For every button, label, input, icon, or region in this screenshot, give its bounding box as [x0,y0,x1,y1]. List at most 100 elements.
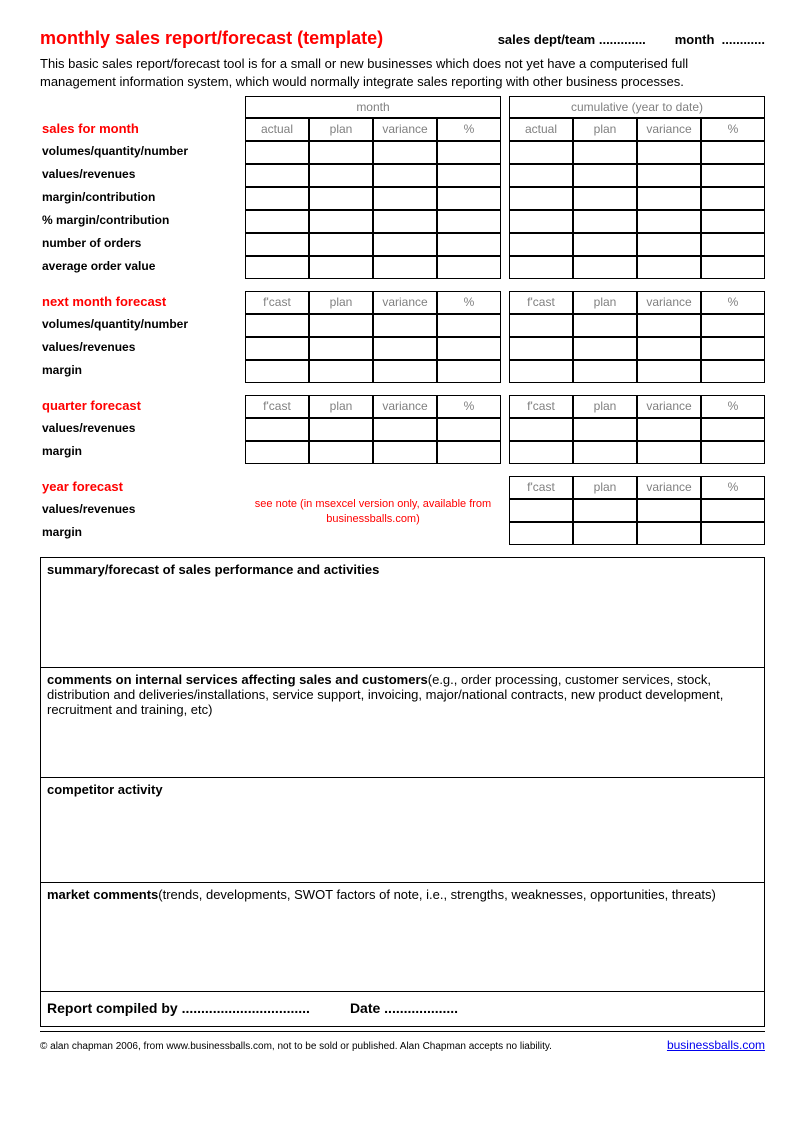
data-cell[interactable] [437,210,501,233]
data-cell[interactable] [509,314,573,337]
data-cell[interactable] [373,141,437,164]
data-cell[interactable] [437,256,501,279]
data-cell[interactable] [509,187,573,210]
data-cell[interactable] [573,233,637,256]
data-cell[interactable] [309,360,373,383]
data-cell[interactable] [437,441,501,464]
data-cell[interactable] [437,418,501,441]
data-cell[interactable] [509,418,573,441]
data-cell[interactable] [701,233,765,256]
data-cell[interactable] [245,141,309,164]
data-cell[interactable] [573,164,637,187]
data-cell[interactable] [637,499,701,522]
data-cell[interactable] [437,360,501,383]
data-cell[interactable] [373,441,437,464]
data-cell[interactable] [245,360,309,383]
data-cell[interactable] [701,418,765,441]
data-cell[interactable] [573,499,637,522]
data-cell[interactable] [245,314,309,337]
data-cell[interactable] [437,314,501,337]
summary-box[interactable]: summary/forecast of sales performance an… [40,557,765,667]
data-cell[interactable] [701,141,765,164]
data-cell[interactable] [573,314,637,337]
data-cell[interactable] [437,337,501,360]
data-cell[interactable] [309,187,373,210]
data-cell[interactable] [701,360,765,383]
data-cell[interactable] [245,210,309,233]
data-cell[interactable] [373,360,437,383]
data-cell[interactable] [573,441,637,464]
data-cell[interactable] [373,187,437,210]
data-cell[interactable] [509,256,573,279]
data-cell[interactable] [309,256,373,279]
data-cell[interactable] [701,256,765,279]
data-cell[interactable] [309,418,373,441]
data-cell[interactable] [573,418,637,441]
data-cell[interactable] [509,499,573,522]
data-cell[interactable] [637,337,701,360]
data-cell[interactable] [573,141,637,164]
data-cell[interactable] [373,233,437,256]
data-cell[interactable] [637,164,701,187]
data-cell[interactable] [701,187,765,210]
data-cell[interactable] [373,256,437,279]
competitor-box[interactable]: competitor activity [40,777,765,882]
data-cell[interactable] [309,441,373,464]
data-cell[interactable] [701,337,765,360]
data-cell[interactable] [637,256,701,279]
data-cell[interactable] [509,522,573,545]
data-cell[interactable] [573,522,637,545]
data-cell[interactable] [309,233,373,256]
data-cell[interactable] [573,337,637,360]
market-box[interactable]: market comments(trends, developments, SW… [40,882,765,992]
data-cell[interactable] [373,210,437,233]
data-cell[interactable] [509,441,573,464]
data-cell[interactable] [637,141,701,164]
data-cell[interactable] [637,418,701,441]
data-cell[interactable] [637,314,701,337]
data-cell[interactable] [637,360,701,383]
data-cell[interactable] [573,210,637,233]
data-cell[interactable] [701,164,765,187]
data-cell[interactable] [573,256,637,279]
data-cell[interactable] [245,441,309,464]
data-cell[interactable] [637,233,701,256]
footer-link[interactable]: businessballs.com [667,1038,765,1052]
data-cell[interactable] [637,522,701,545]
data-cell[interactable] [437,233,501,256]
data-cell[interactable] [509,360,573,383]
data-cell[interactable] [373,164,437,187]
data-cell[interactable] [509,164,573,187]
data-cell[interactable] [437,141,501,164]
data-cell[interactable] [701,314,765,337]
internal-comments-box[interactable]: comments on internal services affecting … [40,667,765,777]
data-cell[interactable] [637,441,701,464]
data-cell[interactable] [309,337,373,360]
data-cell[interactable] [637,210,701,233]
data-cell[interactable] [637,187,701,210]
data-cell[interactable] [245,418,309,441]
data-cell[interactable] [245,337,309,360]
data-cell[interactable] [437,187,501,210]
data-cell[interactable] [509,337,573,360]
data-cell[interactable] [573,187,637,210]
data-cell[interactable] [701,210,765,233]
data-cell[interactable] [309,141,373,164]
data-cell[interactable] [309,164,373,187]
data-cell[interactable] [509,141,573,164]
data-cell[interactable] [509,210,573,233]
data-cell[interactable] [245,164,309,187]
data-cell[interactable] [701,499,765,522]
data-cell[interactable] [373,418,437,441]
data-cell[interactable] [309,210,373,233]
data-cell[interactable] [373,314,437,337]
data-cell[interactable] [373,337,437,360]
data-cell[interactable] [245,233,309,256]
data-cell[interactable] [245,256,309,279]
data-cell[interactable] [701,441,765,464]
data-cell[interactable] [437,164,501,187]
data-cell[interactable] [701,522,765,545]
data-cell[interactable] [509,233,573,256]
data-cell[interactable] [573,360,637,383]
data-cell[interactable] [245,187,309,210]
